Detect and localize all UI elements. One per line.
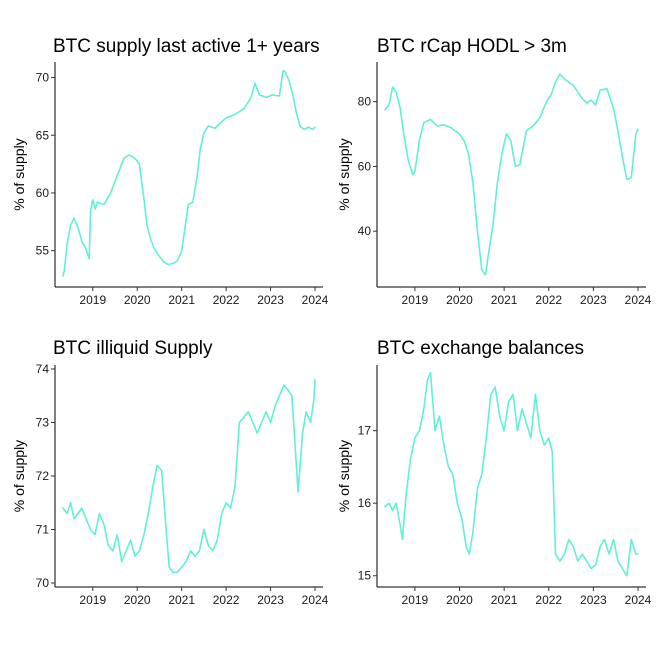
x-tick-label: 2022	[535, 593, 562, 607]
x-tick-label: 2020	[124, 593, 151, 607]
chart-title: BTC supply last active 1+ years	[53, 36, 320, 57]
x-tick-label: 2021	[168, 593, 195, 607]
y-tick-label: 70	[36, 576, 50, 590]
y-tick-label: 73	[36, 416, 50, 430]
y-axis-label: % of supply	[11, 138, 27, 210]
y-axis-label: % of supply	[11, 440, 27, 512]
x-tick-label: 2020	[446, 593, 473, 607]
x-tick-label: 2021	[491, 593, 518, 607]
series-line	[384, 371, 639, 577]
y-tick-label: 70	[36, 71, 50, 85]
x-tick-label: 2022	[535, 293, 562, 307]
x-tick-label: 2023	[257, 293, 284, 307]
y-tick-label: 60	[358, 159, 372, 173]
x-tick-label: 2020	[446, 293, 473, 307]
y-axis-label: % of supply	[336, 138, 352, 210]
chart-panel-illiquid-supply: BTC illiquid Supply 70 71 72 73 74 2019 2020 20…	[0, 330, 330, 660]
x-tick-label: 2023	[580, 593, 607, 607]
y-tick-label: 55	[36, 244, 50, 258]
x-tick-label: 2019	[402, 593, 429, 607]
x-tick-label: 2020	[124, 293, 151, 307]
series-line	[384, 73, 639, 276]
x-tick-label: 2024	[302, 293, 329, 307]
chart-panel-supply-1y: BTC supply last active 1+ years 55 60 65 70…	[0, 0, 330, 330]
x-tick-label: 2019	[79, 293, 106, 307]
x-tick-label: 2023	[257, 593, 284, 607]
chart-panel-exchange-balances: BTC exchange balances 15 16 17 2019 2020 2021…	[330, 330, 660, 660]
y-tick-label: 71	[36, 523, 50, 537]
chart-title: BTC exchange balances	[377, 338, 585, 359]
x-tick-label: 2022	[213, 293, 240, 307]
x-tick-label: 2021	[491, 293, 518, 307]
chart-plot: 15 16 17 2019 2020 2021 2022 2023 2024 % of suppl…	[336, 365, 652, 607]
y-tick-label: 72	[36, 469, 50, 483]
chart-plot: 70 71 72 73 74 2019 2020 2021 2022 2023 2024 % of s…	[11, 362, 329, 607]
x-tick-label: 2019	[79, 593, 106, 607]
y-axis-label: % of supply	[336, 440, 352, 512]
x-tick-label: 2024	[625, 293, 652, 307]
x-tick-label: 2023	[580, 293, 607, 307]
chart-panel-rcap-hodl: BTC rCap HODL > 3m 40 60 80 2019 2020 2021 202…	[330, 0, 660, 330]
y-tick-label: 16	[358, 496, 372, 510]
y-tick-label: 80	[358, 95, 372, 109]
y-tick-label: 40	[358, 224, 372, 238]
y-tick-label: 17	[358, 424, 372, 438]
y-tick-label: 74	[36, 362, 50, 376]
series-line	[62, 69, 316, 277]
x-tick-label: 2022	[213, 593, 240, 607]
x-tick-label: 2024	[302, 593, 329, 607]
x-tick-label: 2024	[625, 593, 652, 607]
y-tick-label: 15	[358, 569, 372, 583]
chart-plot: 55 60 65 70 2019 2020 2021 2022 2023 2024 % of sup…	[11, 62, 329, 307]
y-tick-label: 60	[36, 186, 50, 200]
series-line	[62, 378, 316, 574]
x-tick-label: 2021	[168, 293, 195, 307]
chart-plot: 40 60 80 2019 2020 2021 2022 2023 2024 % of suppl…	[336, 62, 652, 307]
chart-title: BTC rCap HODL > 3m	[377, 36, 567, 57]
chart-title: BTC illiquid Supply	[53, 338, 213, 359]
y-tick-label: 65	[36, 128, 50, 142]
x-tick-label: 2019	[402, 293, 429, 307]
